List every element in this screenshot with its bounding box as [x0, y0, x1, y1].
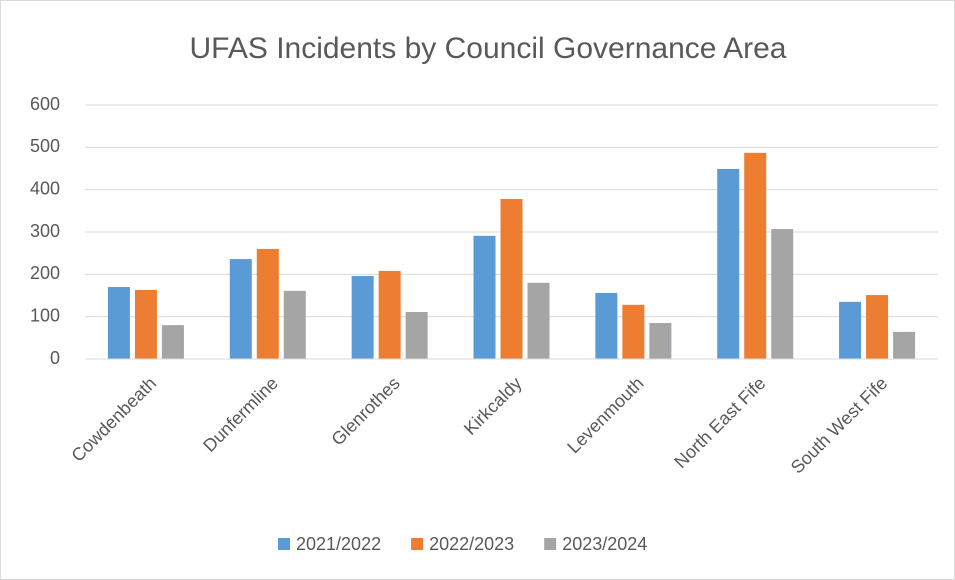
legend-swatch: [278, 538, 290, 550]
bar: [351, 276, 374, 359]
bar: [649, 323, 672, 359]
legend-swatch: [544, 538, 557, 550]
bar: [500, 198, 523, 359]
bar: [256, 248, 279, 359]
bar: [744, 152, 767, 359]
bar: [527, 282, 550, 359]
bar: [771, 229, 794, 359]
bar: [595, 292, 618, 359]
y-tick-label: 300: [30, 221, 60, 241]
legend-label: 2023/2024: [562, 534, 647, 554]
legend-swatch: [411, 538, 424, 550]
y-tick-label: 500: [30, 136, 60, 156]
y-tick-label: 400: [30, 178, 60, 198]
bar: [405, 312, 428, 359]
bar: [866, 295, 889, 359]
bar: [839, 301, 862, 359]
y-tick-label: 600: [30, 94, 60, 114]
bar: [473, 235, 496, 359]
y-tick-label: 100: [30, 305, 60, 325]
bar: [107, 287, 130, 359]
bar: [134, 289, 157, 359]
y-tick-label: 0: [50, 348, 60, 368]
bar: [893, 331, 916, 359]
legend-label: 2021/2022: [296, 534, 381, 554]
y-tick-label: 200: [30, 263, 60, 283]
legend-label: 2022/2023: [429, 534, 514, 554]
bar: [717, 168, 740, 359]
bar: [622, 304, 645, 359]
chart-title: UFAS Incidents by Council Governance Are…: [190, 32, 787, 65]
bar: [229, 259, 252, 359]
bar: [378, 270, 401, 359]
bar: [283, 290, 306, 359]
bar: [161, 325, 184, 359]
